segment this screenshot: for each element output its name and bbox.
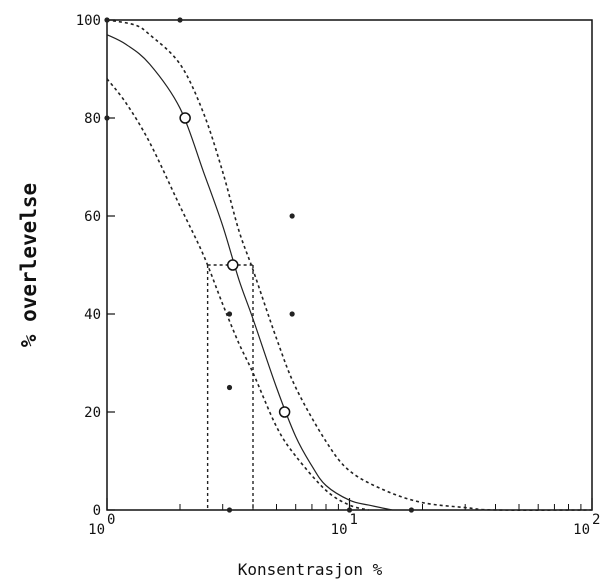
observation-point	[289, 213, 295, 219]
observation-point	[226, 507, 233, 513]
fitted-curve	[106, 34, 393, 511]
mean-point	[226, 259, 239, 271]
observation-point	[226, 311, 233, 317]
observation-point	[346, 507, 353, 513]
x-tick-label-base: 10	[88, 522, 105, 538]
lower-confidence-band	[106, 78, 369, 511]
x-axis-label: Konsentrasjon %	[238, 560, 383, 579]
confidence-bands	[106, 19, 593, 511]
y-axis-label: % overlevelse	[17, 183, 41, 347]
observation-point	[104, 115, 110, 121]
y-axis-ticks: 0 20 40 60 80 100	[76, 13, 115, 519]
y-tick-label: 60	[84, 209, 101, 225]
x-tick-label-exponent: 2	[592, 512, 600, 528]
observation-point	[104, 17, 110, 23]
x-tick-label-exponent: 1	[350, 512, 358, 528]
observation-point	[177, 17, 183, 23]
y-tick-label: 0	[93, 503, 101, 519]
y-tick-label: 100	[76, 13, 101, 29]
upper-confidence-band	[106, 19, 593, 511]
y-tick-label: 80	[84, 111, 101, 127]
observation-point	[289, 311, 295, 317]
mean-point	[179, 112, 191, 124]
data-points	[104, 17, 415, 513]
x-tick-label-base: 10	[573, 522, 590, 538]
observation-point	[226, 384, 233, 391]
y-tick-label: 40	[84, 307, 101, 323]
observation-point	[408, 507, 415, 513]
lc50-guides	[206, 264, 254, 510]
mean-point	[278, 406, 291, 418]
fitted-curve-group	[106, 34, 393, 511]
x-tick-label-base: 10	[331, 522, 348, 538]
plot-frame	[106, 19, 593, 511]
y-tick-label: 20	[84, 405, 101, 421]
x-tick-label-exponent: 0	[107, 512, 115, 528]
